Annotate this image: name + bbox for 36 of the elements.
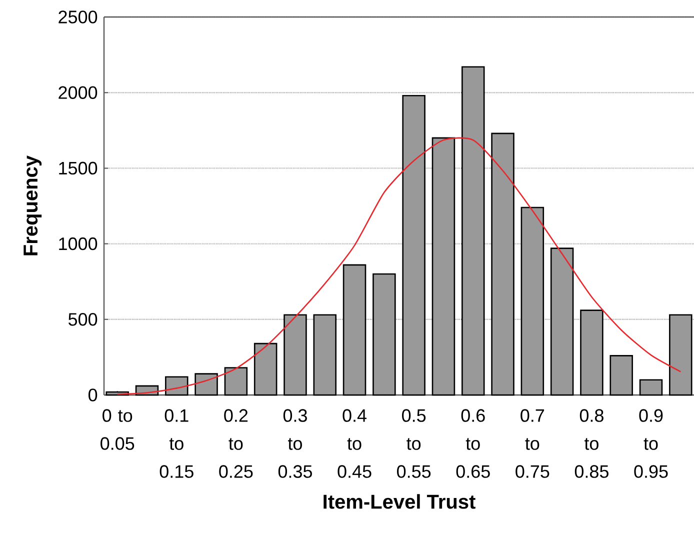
bar	[224, 367, 248, 396]
bar	[284, 314, 307, 396]
bar	[313, 314, 336, 396]
bar	[254, 342, 278, 396]
x-tick-label: 0.1 to 0.15	[160, 409, 194, 478]
bar	[462, 66, 485, 396]
y-tick-label: 1000	[59, 237, 98, 250]
x-tick-label: 0.8 to 0.85	[574, 409, 608, 478]
bar	[550, 248, 574, 396]
bar	[432, 137, 456, 396]
y-axis-title: Frequency	[24, 156, 42, 256]
x-tick-label: 0.5 to 0.55	[397, 409, 431, 478]
x-tick-label: 0.3 to 0.35	[278, 409, 312, 478]
bar	[520, 206, 544, 396]
bar	[342, 264, 366, 396]
bar	[194, 373, 218, 396]
bar	[610, 355, 633, 396]
y-tick-label: 2500	[58, 10, 98, 24]
x-tick-label: 0.2 to 0.25	[219, 409, 253, 478]
y-tick-label: 500	[68, 313, 98, 326]
bar	[372, 273, 396, 396]
x-tick-label: 0.7 to 0.75	[516, 409, 550, 478]
y-tick-label: 1500	[59, 162, 98, 175]
x-tick-label: 0.6 to 0.65	[456, 409, 490, 478]
bar	[402, 94, 426, 396]
x-tick-label: 0.9 to 0.95	[634, 409, 668, 478]
bar	[669, 314, 692, 396]
bar	[580, 310, 604, 396]
x-tick-label: 0 to 0.05	[100, 409, 134, 450]
x-tick-label: 0.4 to 0.45	[338, 409, 372, 478]
bar	[639, 379, 663, 396]
bar	[165, 376, 188, 396]
bar	[491, 132, 514, 396]
y-tick-label: 0	[88, 388, 98, 402]
x-axis-title: Item-Level Trust	[324, 494, 476, 509]
y-tick-label: 2000	[58, 86, 98, 99]
